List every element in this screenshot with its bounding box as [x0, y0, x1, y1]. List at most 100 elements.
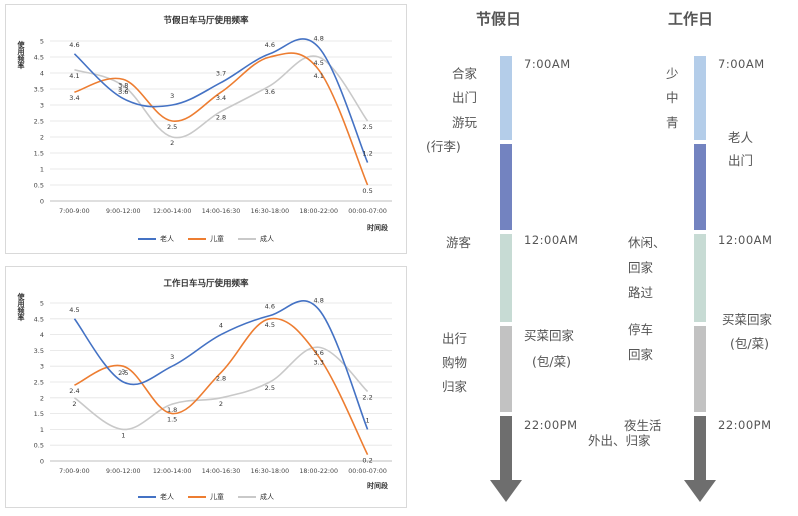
timeline-diagram: 节假日 工作日 7:00AM 12:00AM 22:00PM 7:00AM 12… — [410, 0, 798, 516]
workday-label-passing: 路过 — [628, 285, 654, 300]
holiday-label-shopping: 购物 — [442, 355, 468, 370]
workday-bar-morning — [694, 56, 706, 140]
x-tick-label: 7:00-9:00 — [59, 208, 90, 215]
legend-swatch — [138, 496, 156, 498]
legend-swatch — [188, 238, 206, 240]
workday-bar-night — [694, 416, 706, 480]
data-label: 2.8 — [216, 375, 226, 383]
series-line-2 — [73, 346, 369, 431]
data-label: 2.8 — [216, 113, 226, 121]
y-tick-label: 5 — [40, 300, 44, 308]
x-tick-label: 14:00-16:30 — [202, 208, 241, 215]
data-label: 2 — [219, 400, 223, 408]
holiday-time-22pm: 22:00PM — [524, 418, 578, 432]
legend-label: 儿童 — [210, 235, 224, 243]
holiday-time-7am: 7:00AM — [524, 57, 571, 71]
workday-arrowhead — [684, 480, 716, 502]
legend-item-elderly: 老人 — [138, 492, 174, 502]
series-line-1 — [74, 52, 369, 186]
legend-item-children: 儿童 — [188, 492, 224, 502]
legend-label: 老人 — [160, 235, 174, 243]
workday-bar-afternoon — [694, 234, 706, 322]
y-tick-label: 4.5 — [34, 315, 44, 323]
y-tick-label: 0 — [40, 198, 44, 206]
chart-legend: 老人 儿童 成人 — [6, 234, 406, 244]
data-label: 3.6 — [118, 88, 128, 96]
data-label: 2.5 — [167, 123, 177, 131]
workday-time-12am: 12:00AM — [718, 233, 773, 247]
workday-bar-evening — [694, 326, 706, 412]
legend-swatch — [138, 238, 156, 240]
legend-item-adults: 成人 — [238, 492, 274, 502]
y-tick-label: 0.5 — [34, 182, 44, 190]
legend-label: 儿童 — [210, 493, 224, 501]
holiday-bar-night — [500, 416, 512, 480]
x-tick-label: 7:00-9:00 — [59, 468, 90, 475]
y-axis-label: 使用频率 — [17, 293, 25, 321]
data-label: 4.5 — [265, 321, 275, 329]
x-tick-label: 9:00-12:00 — [106, 208, 141, 215]
data-label: 3.7 — [216, 70, 226, 78]
data-label: 4.8 — [314, 296, 324, 304]
y-tick-label: 0 — [40, 458, 44, 466]
data-label: 1.8 — [167, 406, 177, 414]
data-label: 0.2 — [362, 457, 372, 465]
holiday-bar-morning — [500, 56, 512, 140]
y-tick-label: 2.5 — [34, 118, 44, 126]
holiday-chart-panel: 节假日车马厅使用频率 使用频率 时间段 0 0.5 1 1.5 2 2.5 3 3.5 4 4.5… — [5, 4, 407, 254]
data-label: 3.4 — [216, 94, 226, 102]
data-label: 4 — [219, 322, 223, 330]
series-line-0 — [73, 300, 369, 430]
x-tick-label: 00:00-07:00 — [348, 468, 387, 475]
x-axis-label: 时间段 — [367, 224, 388, 232]
data-label: 4.6 — [265, 303, 275, 311]
workday-time-7am: 7:00AM — [718, 57, 765, 71]
holiday-label-groceries: 买菜回家 — [524, 328, 575, 343]
holiday-label-play: 游玩 — [452, 115, 478, 130]
holiday-chart-plot: 0 0.5 1 1.5 2 2.5 3 3.5 4 4.5 5 7:00-9:00 9:00-12:00… — [34, 34, 392, 215]
data-label: 1 — [366, 416, 370, 424]
y-tick-label: 5 — [40, 38, 44, 46]
y-tick-label: 0.5 — [34, 442, 44, 450]
workday-bar-late-morning — [694, 144, 706, 230]
workday-label-nightlife: 夜生活 — [624, 418, 662, 433]
workday-label-middle: 中 — [666, 90, 679, 105]
holiday-bar-evening — [500, 326, 512, 412]
data-label: 2.2 — [362, 393, 372, 401]
workday-label-go-home: 回家 — [628, 347, 654, 362]
data-label: 4.1 — [314, 72, 324, 80]
holiday-label-tourist: 游客 — [446, 235, 472, 250]
legend-item-adults: 成人 — [238, 234, 274, 244]
y-tick-label: 3.5 — [34, 86, 44, 94]
y-tick-label: 2.5 — [34, 379, 44, 387]
x-tick-label: 12:00-14:00 — [153, 208, 192, 215]
legend-swatch — [238, 496, 256, 498]
y-tick-label: 3 — [40, 102, 44, 110]
holiday-label-family: 合家 — [452, 66, 478, 81]
data-label: 4.6 — [265, 41, 275, 49]
legend-label: 成人 — [260, 493, 274, 501]
data-label: 2.4 — [69, 387, 79, 395]
y-axis-label: 使用频率 — [17, 41, 25, 69]
holiday-label-luggage: (行李) — [426, 139, 461, 154]
data-label: 2.5 — [265, 384, 275, 392]
series-line-1 — [74, 317, 369, 456]
x-tick-label: 00:00-07:00 — [348, 208, 387, 215]
data-label: 2 — [170, 139, 174, 147]
workday-label-out-return: 外出、归家 — [588, 433, 651, 448]
data-label: 4.1 — [69, 72, 79, 80]
series-line-0 — [73, 38, 369, 163]
y-tick-label: 1.5 — [34, 410, 44, 418]
workday-label-go-out: 出门 — [728, 153, 754, 168]
legend-label: 成人 — [260, 235, 274, 243]
x-axis-label: 时间段 — [367, 482, 388, 490]
data-label: 3 — [170, 353, 174, 361]
holiday-label-travel: 出行 — [442, 331, 468, 346]
y-tick-label: 2 — [40, 394, 44, 402]
data-label: 1.5 — [167, 416, 177, 424]
data-label: 3.6 — [265, 88, 275, 96]
x-tick-label: 18:00-22:00 — [299, 208, 338, 215]
holiday-label-return: 归家 — [442, 379, 468, 394]
holiday-time-12am: 12:00AM — [524, 233, 579, 247]
data-label: 0.5 — [362, 187, 372, 195]
